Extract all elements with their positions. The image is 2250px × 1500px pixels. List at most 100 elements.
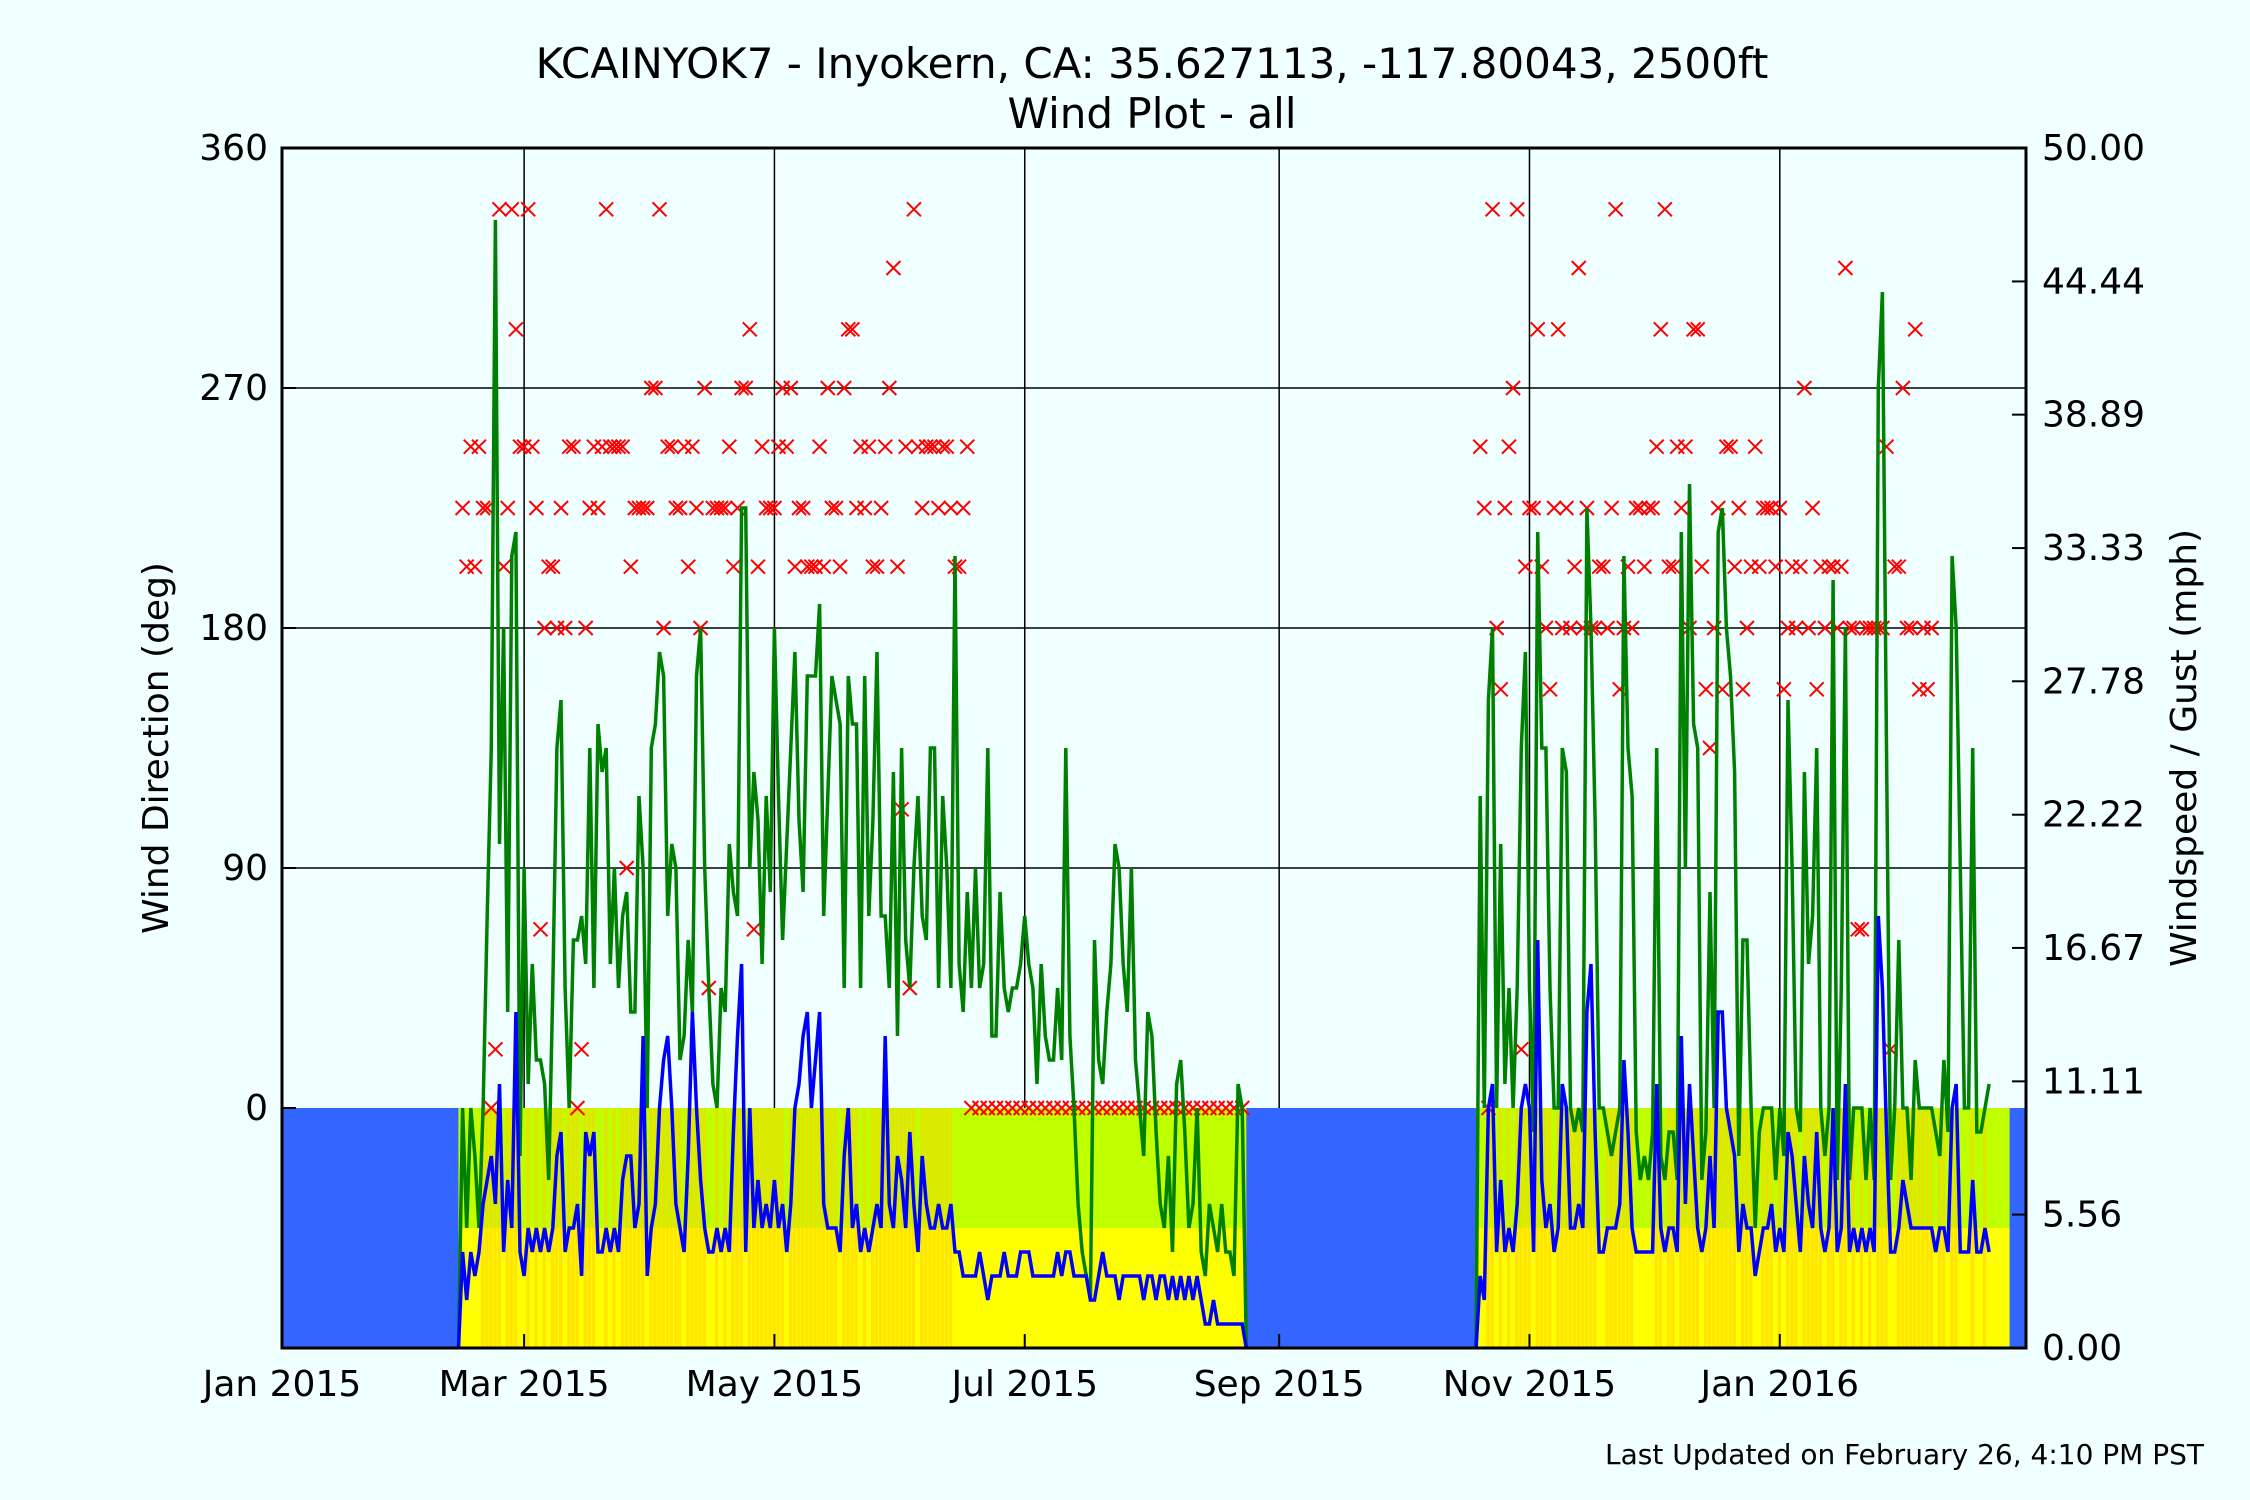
direction-point-7 bbox=[483, 1100, 499, 1116]
direction-point-207 bbox=[1673, 500, 1690, 516]
direction-point-90 bbox=[824, 500, 840, 516]
band-stripe-245 bbox=[1687, 1108, 1691, 1348]
direction-point-159 bbox=[1476, 500, 1493, 516]
left-tick-label-1: 90 bbox=[222, 848, 268, 889]
direction-point-240 bbox=[1809, 681, 1825, 698]
direction-point-35 bbox=[598, 201, 614, 218]
band-stripe-87 bbox=[813, 1108, 817, 1348]
band-stripe-89 bbox=[821, 1108, 825, 1348]
band-stripe-298 bbox=[1904, 1108, 1909, 1348]
direction-point-66 bbox=[725, 558, 742, 575]
windspeed-line bbox=[456, 915, 1991, 1349]
direction-point-81 bbox=[787, 558, 803, 575]
band-stripe-292 bbox=[1880, 1108, 1884, 1348]
direction-point-51 bbox=[664, 438, 680, 455]
direction-point-33 bbox=[590, 500, 606, 516]
direction-point-24 bbox=[553, 500, 569, 516]
direction-point-80 bbox=[783, 380, 799, 396]
x-axis: Jan 2015 Mar 2015 May 2015 Jul 2015 Sep 2015… bbox=[201, 1334, 1859, 1405]
band-stripe-250 bbox=[1707, 1108, 1712, 1348]
direction-point-29 bbox=[573, 1041, 590, 1058]
direction-point-25 bbox=[557, 620, 573, 636]
band-stripe-42 bbox=[628, 1108, 633, 1348]
direction-point-5 bbox=[475, 500, 491, 516]
direction-point-97 bbox=[852, 438, 869, 455]
direction-point-267 bbox=[1919, 681, 1936, 698]
direction-point-53 bbox=[672, 500, 688, 516]
direction-point-241 bbox=[1813, 558, 1829, 575]
band-stripe-86 bbox=[809, 1108, 813, 1348]
right-tick-label-5: 27.78 bbox=[2042, 661, 2145, 702]
direction-point-235 bbox=[1788, 620, 1804, 636]
direction-point-234 bbox=[1784, 558, 1800, 575]
band-stripe-314 bbox=[1970, 1108, 1974, 1348]
direction-point-249 bbox=[1845, 620, 1862, 636]
direction-point-222 bbox=[1735, 681, 1751, 698]
chart-subtitle: Wind Plot - all bbox=[1008, 89, 1297, 138]
direction-point-47 bbox=[647, 380, 664, 396]
direction-point-166 bbox=[1505, 380, 1521, 396]
band-stripe-110 bbox=[907, 1108, 912, 1348]
band-stripe-75 bbox=[764, 1108, 768, 1348]
band-stripe-79 bbox=[780, 1108, 784, 1348]
band-stripe-222 bbox=[1593, 1108, 1597, 1348]
gust-line bbox=[456, 219, 1991, 1349]
band-stripe-41 bbox=[624, 1108, 628, 1348]
band-stripe-120 bbox=[948, 1108, 953, 1348]
x-tick-label-6: Jan 2016 bbox=[1699, 1364, 1860, 1405]
chart-title: KCAINYOK7 - Inyokern, CA: 35.627113, -11… bbox=[536, 39, 1769, 88]
band-stripe-57 bbox=[690, 1108, 694, 1348]
direction-point-54 bbox=[676, 438, 692, 455]
direction-point-201 bbox=[1648, 438, 1665, 455]
direction-point-118 bbox=[939, 438, 955, 455]
right-tick-label-8: 44.44 bbox=[2042, 261, 2145, 302]
band-stripe-97 bbox=[854, 1108, 858, 1348]
direction-point-206 bbox=[1669, 438, 1685, 455]
band-stripe-254 bbox=[1724, 1108, 1728, 1348]
band-stripe-209 bbox=[1539, 1108, 1544, 1348]
band-stripe-104 bbox=[883, 1108, 887, 1348]
direction-point-220 bbox=[1726, 558, 1743, 575]
band-stripe-114 bbox=[924, 1108, 928, 1348]
band-stripe-229 bbox=[1621, 1108, 1626, 1348]
direction-point-16 bbox=[520, 201, 536, 218]
direction-point-223 bbox=[1739, 620, 1755, 636]
direction-point-11 bbox=[499, 500, 516, 516]
direction-point-108 bbox=[898, 438, 914, 455]
band-stripe-29 bbox=[575, 1108, 579, 1348]
x-tick-label-2: May 2015 bbox=[686, 1364, 864, 1405]
band-stripe-51 bbox=[665, 1108, 669, 1348]
direction-point-191 bbox=[1607, 201, 1624, 218]
band-stripe-214 bbox=[1560, 1108, 1564, 1348]
direction-point-232 bbox=[1776, 681, 1792, 698]
direction-point-45 bbox=[639, 500, 655, 516]
direction-point-163 bbox=[1493, 681, 1509, 698]
band-stripe-309 bbox=[1950, 1108, 1954, 1348]
band-stripe-71 bbox=[747, 1108, 752, 1348]
band-stripe-83 bbox=[796, 1108, 801, 1348]
band-stripe-204 bbox=[1519, 1108, 1523, 1348]
direction-point-93 bbox=[836, 380, 852, 396]
direction-point-211 bbox=[1690, 321, 1706, 338]
direction-point-72 bbox=[750, 558, 766, 575]
band-stripe-85 bbox=[805, 1108, 809, 1348]
left-tick-label-4: 360 bbox=[199, 128, 268, 169]
direction-point-52 bbox=[668, 500, 684, 516]
direction-point-199 bbox=[1640, 500, 1657, 516]
direction-point-198 bbox=[1636, 558, 1653, 575]
direction-point-188 bbox=[1595, 558, 1612, 575]
direction-point-55 bbox=[680, 558, 696, 575]
direction-point-239 bbox=[1804, 500, 1821, 516]
direction-point-218 bbox=[1718, 438, 1735, 455]
direction-point-101 bbox=[869, 558, 885, 575]
direction-point-175 bbox=[1542, 681, 1558, 698]
band-stripe-10 bbox=[497, 1108, 501, 1348]
direction-point-246 bbox=[1833, 558, 1850, 575]
direction-point-38 bbox=[610, 438, 627, 455]
left-axis-label: Wind Direction (deg) bbox=[136, 562, 177, 934]
direction-point-68 bbox=[733, 380, 750, 396]
direction-point-31 bbox=[582, 500, 598, 516]
band-stripe-221 bbox=[1588, 1108, 1593, 1348]
direction-point-238 bbox=[1800, 620, 1817, 636]
direction-point-237 bbox=[1796, 380, 1813, 396]
